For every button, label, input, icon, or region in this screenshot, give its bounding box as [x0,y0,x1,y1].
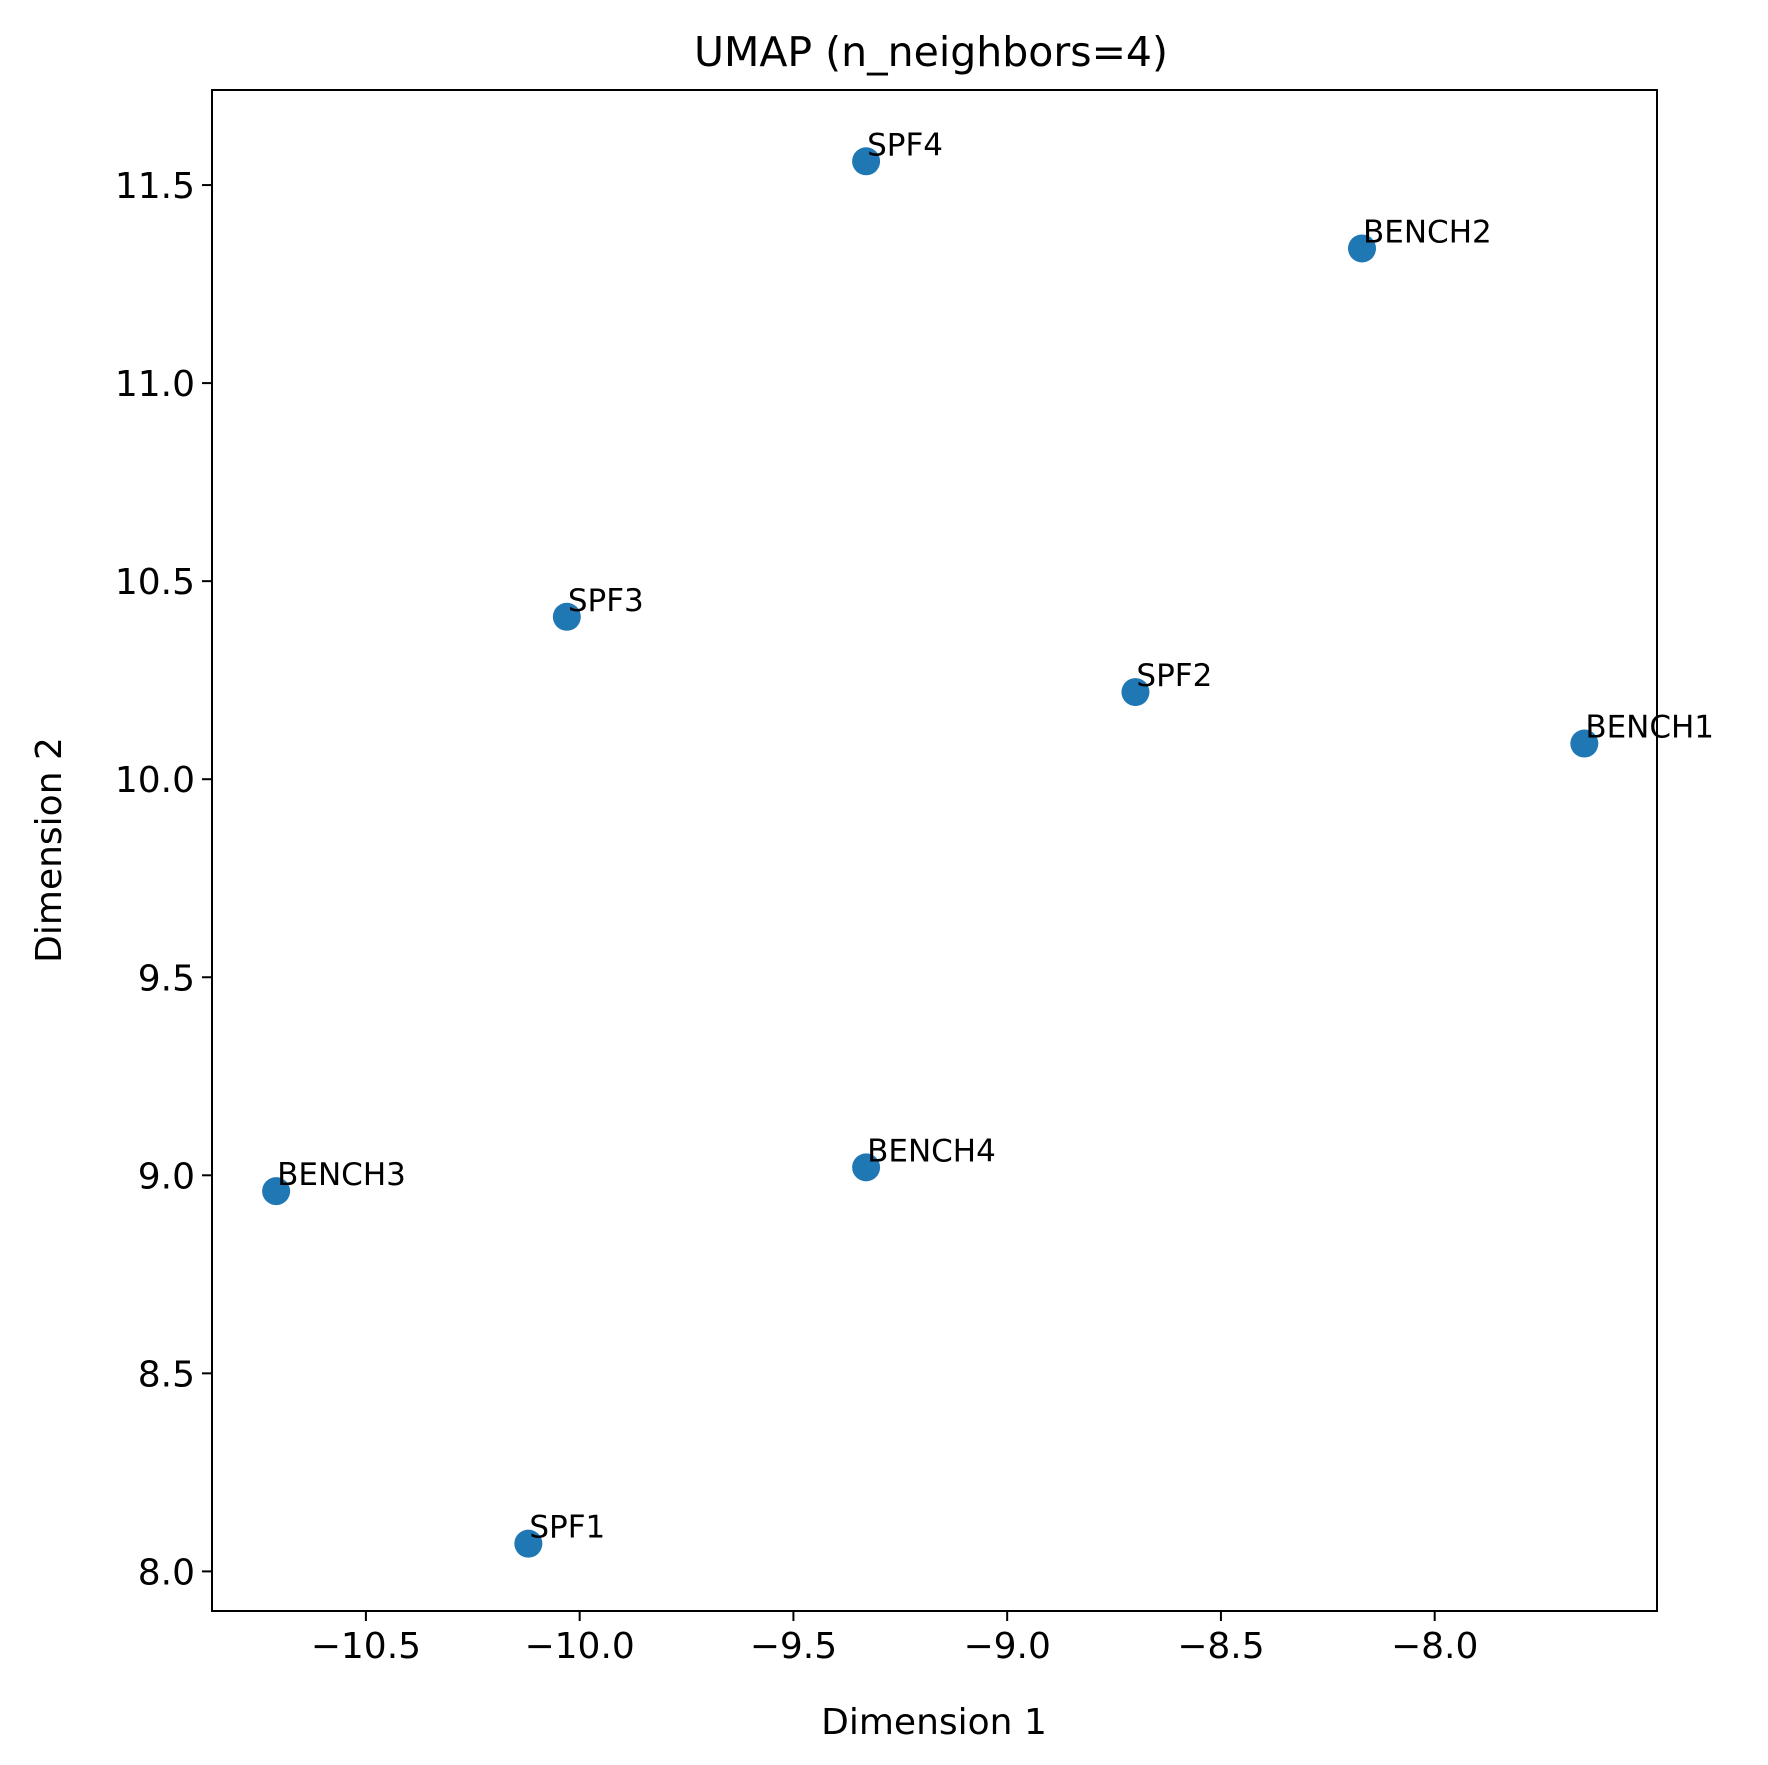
y-tick-label: 11.0 [115,364,195,405]
y-axis-label: Dimension 2 [29,737,70,963]
point-label: BENCH3 [277,1157,406,1193]
scatter-point [1348,234,1377,263]
scatter-point [262,1177,291,1206]
y-tick-label: 9.0 [138,1156,195,1197]
y-tick-label: 8.0 [138,1552,195,1593]
x-tick-label: −9.0 [963,1626,1050,1667]
x-tick-label: −8.0 [1391,1626,1478,1667]
point-label: SPF3 [568,583,644,619]
x-axis-label: Dimension 1 [821,1702,1047,1743]
point-label: BENCH4 [867,1133,996,1169]
chart-title: UMAP (n_neighbors=4) [694,28,1168,76]
y-axis-ticks: 8.0 8.5 9.0 9.5 10.0 10.5 11.0 11.5 [115,166,212,1593]
point-label: SPF4 [867,127,943,163]
y-tick-label: 11.5 [115,166,195,207]
x-tick-label: −9.5 [750,1626,837,1667]
x-tick-label: −10.5 [311,1626,421,1667]
point-label: BENCH2 [1363,214,1492,250]
scatter-point [514,1529,543,1558]
scatter-point [1121,678,1150,707]
point-label: SPF2 [1136,658,1212,694]
x-axis-ticks: −10.5 −10.0 −9.5 −9.0 −8.5 −8.0 [311,1611,1478,1667]
scatter-point [852,147,881,176]
x-tick-label: −8.5 [1177,1626,1264,1667]
point-label: SPF1 [529,1510,605,1546]
y-tick-label: 8.5 [138,1354,195,1395]
scatter-point [552,602,581,631]
y-tick-label: 10.5 [115,562,195,603]
data-points: SPF4 BENCH2 SPF3 SPF2 BENCH1 BENCH4 BENCH3 SPF1 [262,127,1714,1558]
scatter-point [1570,729,1599,758]
scatter-point [852,1153,881,1182]
y-tick-label: 10.0 [115,760,195,801]
y-tick-label: 9.5 [138,958,195,999]
x-tick-label: −10.0 [524,1626,634,1667]
plot-area-frame [211,89,1658,1612]
point-label: BENCH1 [1585,710,1714,746]
